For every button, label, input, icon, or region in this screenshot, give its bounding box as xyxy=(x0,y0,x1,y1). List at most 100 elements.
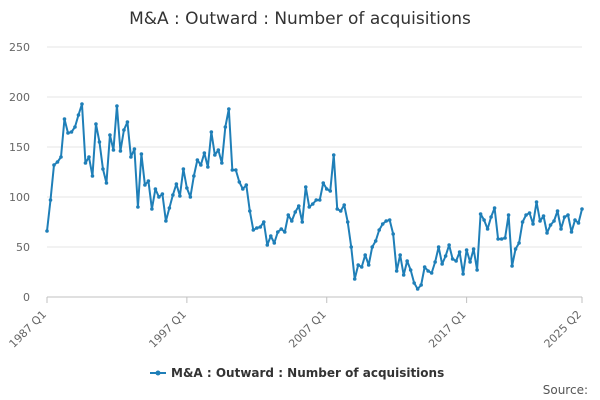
data-point[interactable] xyxy=(132,147,137,151)
data-point[interactable] xyxy=(289,219,294,223)
data-point[interactable] xyxy=(125,120,130,124)
data-point[interactable] xyxy=(464,248,469,252)
data-point[interactable] xyxy=(153,187,158,191)
data-point[interactable] xyxy=(307,205,312,209)
data-point[interactable] xyxy=(412,281,416,285)
data-point[interactable] xyxy=(384,219,388,223)
data-point[interactable] xyxy=(296,204,301,208)
data-point[interactable] xyxy=(548,223,553,227)
data-point[interactable] xyxy=(534,200,539,204)
data-point[interactable] xyxy=(206,165,210,169)
data-point[interactable] xyxy=(328,189,333,193)
data-point[interactable] xyxy=(524,213,528,217)
data-point[interactable] xyxy=(482,218,486,222)
data-point[interactable] xyxy=(419,283,423,287)
data-point[interactable] xyxy=(349,245,354,249)
data-point[interactable] xyxy=(506,213,511,217)
data-point[interactable] xyxy=(199,163,203,167)
data-point[interactable] xyxy=(234,168,238,172)
data-point[interactable] xyxy=(310,202,315,206)
data-point[interactable] xyxy=(230,168,235,172)
data-point[interactable] xyxy=(251,228,256,232)
data-point[interactable] xyxy=(321,181,326,185)
data-point[interactable] xyxy=(104,181,109,185)
data-point[interactable] xyxy=(192,174,196,178)
data-point[interactable] xyxy=(262,220,266,224)
data-point[interactable] xyxy=(363,253,368,257)
data-point[interactable] xyxy=(478,212,483,216)
data-point[interactable] xyxy=(415,287,420,291)
data-point[interactable] xyxy=(436,245,441,249)
data-point[interactable] xyxy=(220,161,224,165)
data-point[interactable] xyxy=(545,231,549,235)
data-point[interactable] xyxy=(380,222,385,226)
data-point[interactable] xyxy=(513,247,518,251)
data-point[interactable] xyxy=(492,206,497,210)
data-point[interactable] xyxy=(475,268,479,272)
data-point[interactable] xyxy=(366,263,371,267)
data-point[interactable] xyxy=(450,257,455,261)
data-point[interactable] xyxy=(489,215,493,219)
data-point[interactable] xyxy=(181,167,186,171)
data-point[interactable] xyxy=(300,220,305,224)
data-point[interactable] xyxy=(174,182,179,186)
data-point[interactable] xyxy=(216,148,221,152)
data-point[interactable] xyxy=(76,113,81,117)
data-point[interactable] xyxy=(370,245,375,249)
data-point[interactable] xyxy=(377,228,381,232)
data-point[interactable] xyxy=(213,153,217,157)
data-point[interactable] xyxy=(282,230,287,234)
data-point[interactable] xyxy=(443,254,448,258)
data-point[interactable] xyxy=(62,117,67,121)
data-point[interactable] xyxy=(160,192,165,196)
data-point[interactable] xyxy=(59,155,63,159)
data-point[interactable] xyxy=(143,183,147,187)
data-point[interactable] xyxy=(241,187,245,191)
data-point[interactable] xyxy=(272,241,277,245)
data-point[interactable] xyxy=(101,167,105,171)
data-point[interactable] xyxy=(510,264,514,268)
data-point[interactable] xyxy=(405,259,409,263)
data-point[interactable] xyxy=(391,232,395,236)
data-point[interactable] xyxy=(55,160,60,164)
data-point[interactable] xyxy=(538,219,542,223)
data-point[interactable] xyxy=(359,265,364,269)
data-point[interactable] xyxy=(520,220,525,224)
data-point[interactable] xyxy=(164,219,168,223)
data-point[interactable] xyxy=(527,211,532,215)
data-point[interactable] xyxy=(279,227,284,231)
data-point[interactable] xyxy=(227,107,231,111)
data-point[interactable] xyxy=(426,269,430,273)
data-point[interactable] xyxy=(569,230,574,234)
data-point[interactable] xyxy=(202,151,207,155)
data-point[interactable] xyxy=(503,236,507,240)
data-point[interactable] xyxy=(185,186,189,190)
data-point[interactable] xyxy=(118,149,123,153)
data-point[interactable] xyxy=(223,125,228,129)
data-point[interactable] xyxy=(275,230,280,234)
data-point[interactable] xyxy=(248,209,252,213)
data-point[interactable] xyxy=(398,253,402,257)
data-point[interactable] xyxy=(331,153,336,157)
legend[interactable]: M&A : Outward : Number of acquisitions xyxy=(150,366,444,380)
data-point[interactable] xyxy=(66,131,70,135)
data-point[interactable] xyxy=(541,214,546,218)
data-point[interactable] xyxy=(80,102,84,106)
data-point[interactable] xyxy=(440,262,444,266)
data-point[interactable] xyxy=(73,125,77,129)
data-point[interactable] xyxy=(342,203,347,207)
data-point[interactable] xyxy=(52,163,56,167)
data-point[interactable] xyxy=(559,227,563,231)
data-point[interactable] xyxy=(345,220,350,224)
data-point[interactable] xyxy=(167,206,172,210)
data-point[interactable] xyxy=(387,218,392,222)
data-point[interactable] xyxy=(139,152,144,156)
data-point[interactable] xyxy=(401,273,406,277)
data-point[interactable] xyxy=(178,194,182,198)
data-point[interactable] xyxy=(171,193,175,197)
data-point[interactable] xyxy=(314,198,319,202)
data-point[interactable] xyxy=(268,234,273,238)
data-point[interactable] xyxy=(457,250,462,254)
data-point[interactable] xyxy=(69,130,74,134)
data-point[interactable] xyxy=(122,128,126,132)
